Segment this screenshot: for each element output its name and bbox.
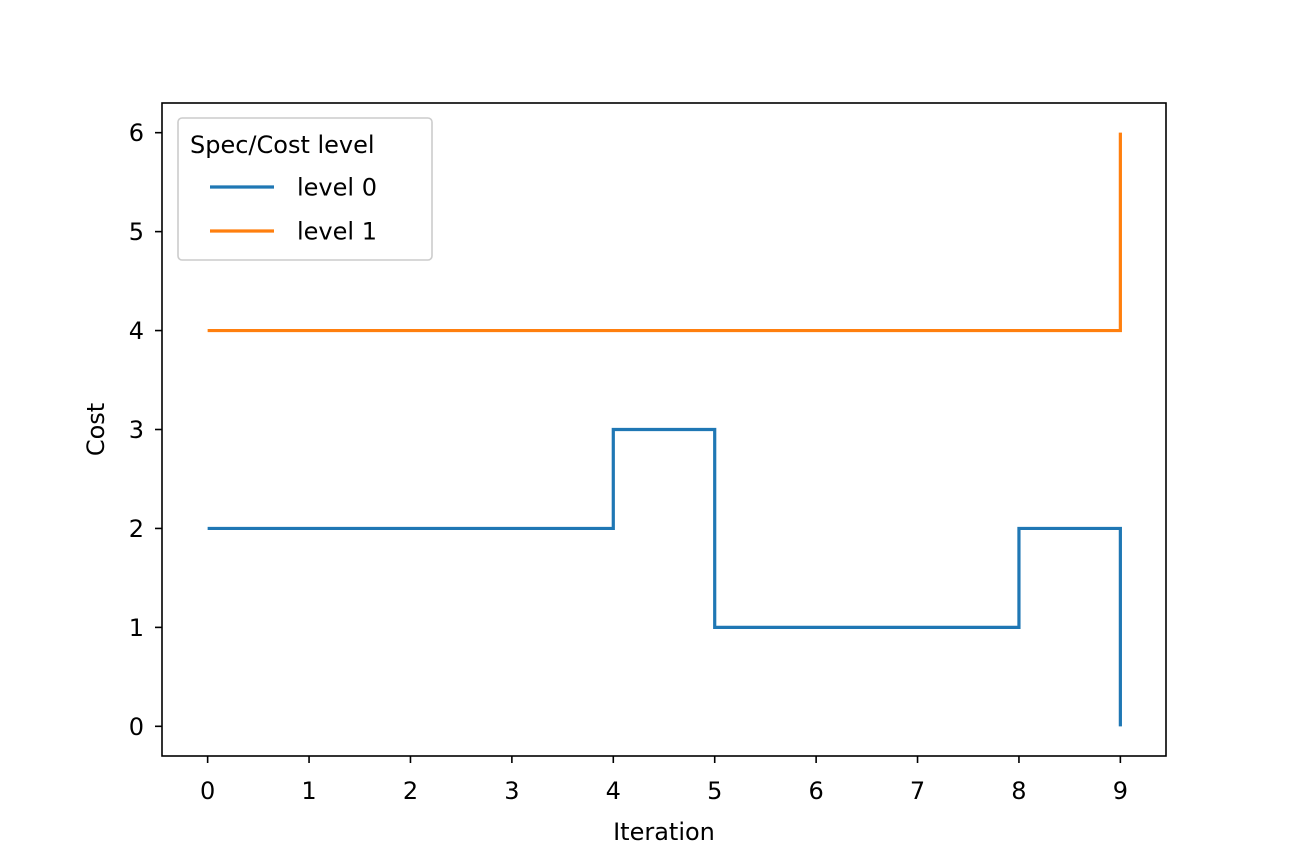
x-tick-label: 0	[200, 777, 215, 805]
x-tick-label: 3	[504, 777, 519, 805]
y-tick-label: 5	[129, 218, 144, 246]
legend-entries: level 0 level 1	[210, 174, 377, 246]
legend-label: level 1	[297, 218, 377, 246]
y-tick-label: 2	[129, 515, 144, 543]
x-tick-label: 5	[707, 777, 722, 805]
x-tick-label: 6	[808, 777, 823, 805]
legend: Spec/Cost level level 0 level 1	[177, 117, 433, 261]
series-line-1	[207, 132, 1122, 333]
y-tick-label: 1	[129, 614, 144, 642]
ticks-layer: 0 1 2 3 4 5 6 7 8 9 0 1 2 3 4 5 6	[129, 119, 1128, 805]
x-tick-label: 9	[1113, 777, 1128, 805]
y-axis-label: Cost	[82, 403, 110, 456]
x-tick-label: 7	[910, 777, 925, 805]
x-axis-label: Iteration	[613, 818, 715, 846]
legend-title: Spec/Cost level	[190, 131, 375, 159]
y-tick-label: 3	[129, 416, 144, 444]
y-tick-label: 6	[129, 119, 144, 147]
y-tick-label: 4	[129, 317, 144, 345]
legend-label: level 0	[297, 174, 377, 202]
x-tick-label: 8	[1011, 777, 1026, 805]
x-tick-label: 1	[301, 777, 316, 805]
legend-box	[177, 117, 433, 261]
x-tick-label: 2	[403, 777, 418, 805]
series-line-0	[207, 427, 1122, 727]
x-tick-label: 4	[606, 777, 621, 805]
y-tick-label: 0	[129, 713, 144, 741]
series-layer	[207, 132, 1122, 727]
